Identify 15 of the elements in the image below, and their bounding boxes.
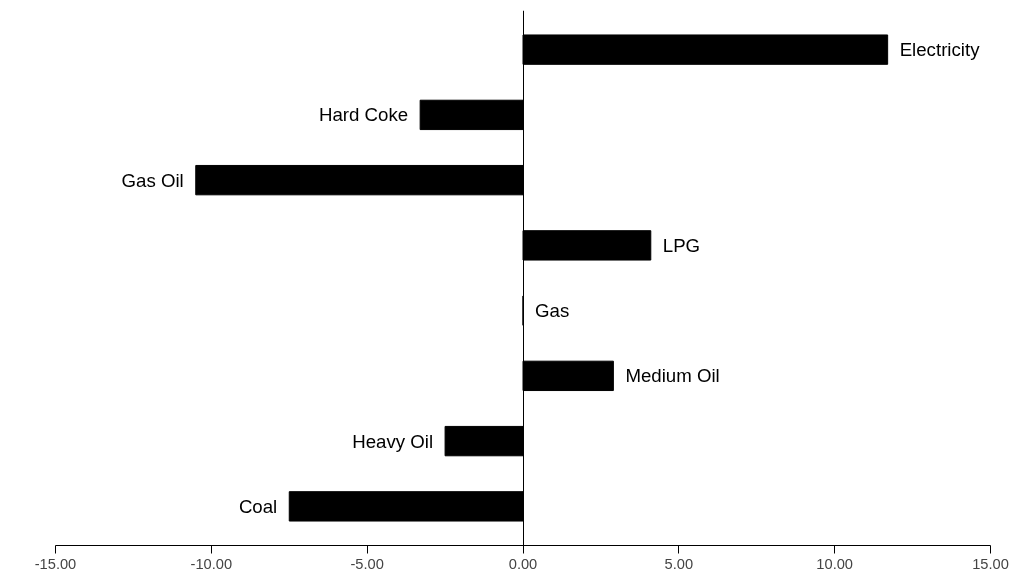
x-tick-label: -5.00 bbox=[350, 555, 384, 572]
y-tick-label: Hard Coke bbox=[318, 104, 409, 126]
x-tick-label: 15.00 bbox=[972, 555, 1009, 572]
y-tick-label: Medium Oil bbox=[625, 365, 720, 387]
x-tick-label: 0.00 bbox=[508, 555, 538, 572]
y-tick-label: Gas Oil bbox=[121, 169, 184, 191]
y-tick-label: Heavy Oil bbox=[352, 430, 434, 452]
y-tick-label: Coal bbox=[238, 495, 278, 517]
x-tick-label: 10.00 bbox=[816, 555, 854, 572]
x-tick-label: 5.00 bbox=[664, 555, 694, 572]
y-tick-label: Gas bbox=[535, 300, 570, 322]
x-tick-label: -15.00 bbox=[34, 555, 77, 572]
y-tick-label: Electricity bbox=[899, 39, 981, 61]
y-tick-label: LPG bbox=[662, 234, 701, 256]
x-tick-label: -10.00 bbox=[190, 555, 233, 572]
